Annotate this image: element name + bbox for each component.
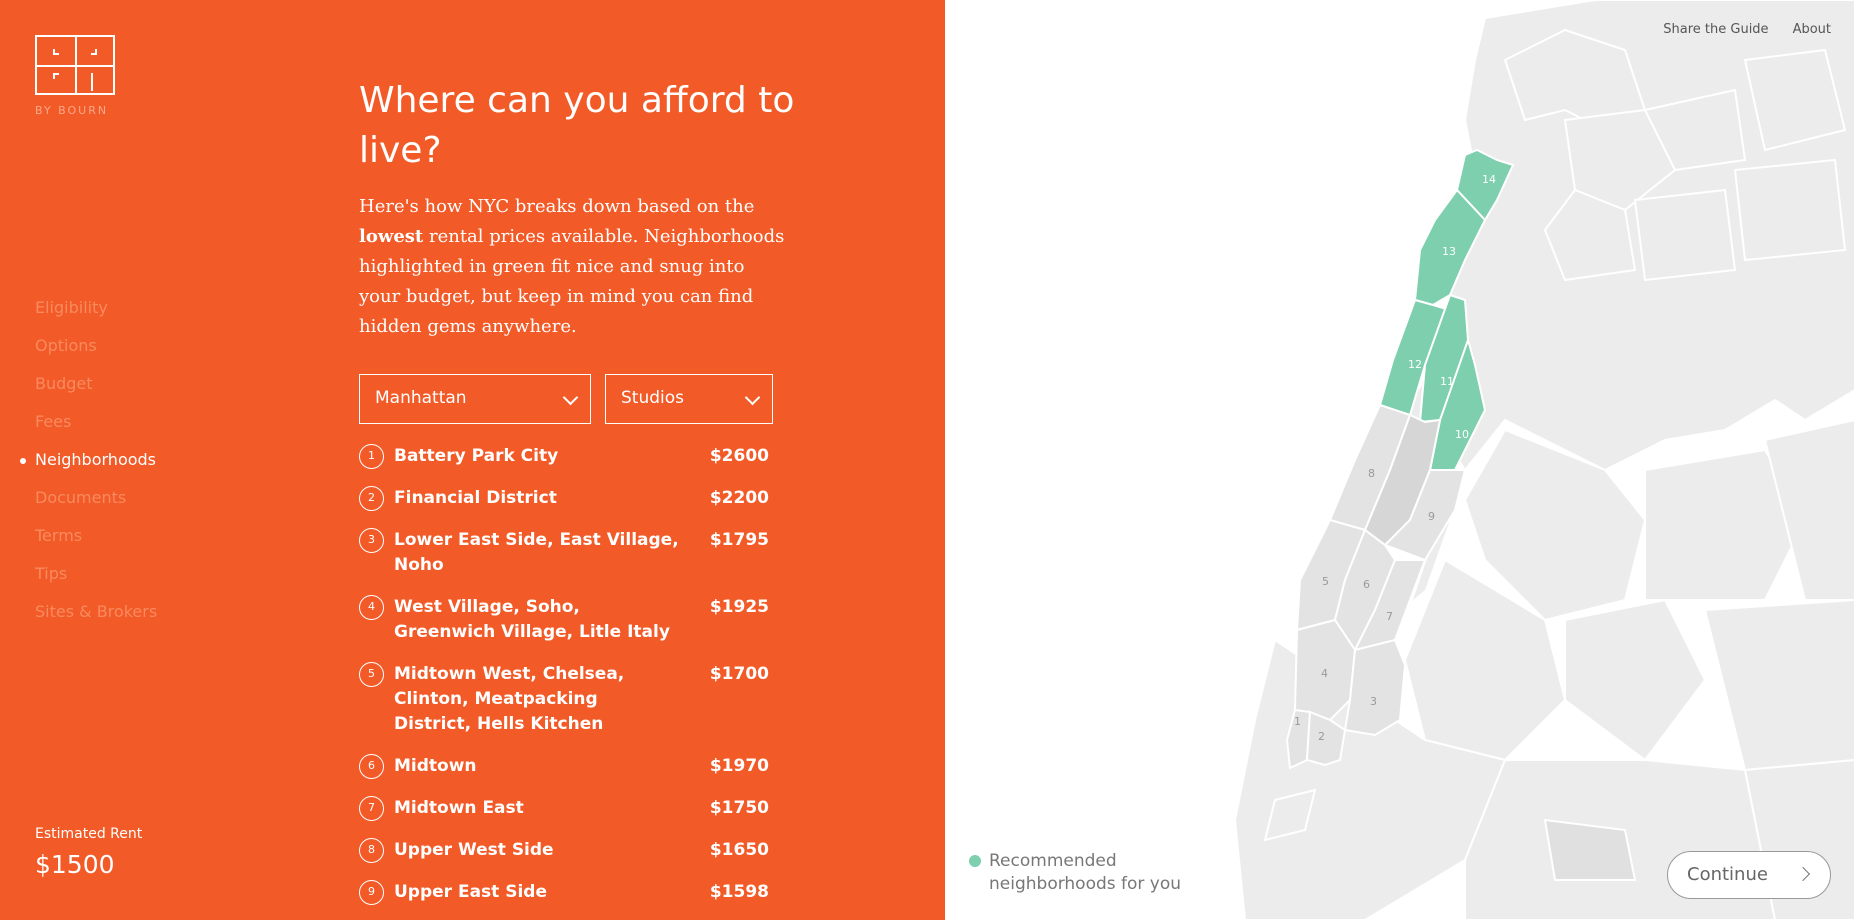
list-item[interactable]: 3 Lower East Side, East Village, Noho $1… [359,528,769,595]
legend-dot-icon [969,855,981,867]
neighborhood-name: Lower East Side, East Village, Noho [394,530,679,575]
list-item[interactable]: 7 Midtown East $1750 [359,796,769,838]
map-label-9: 9 [1428,510,1435,523]
neighborhood-name: West Village, Soho, Greenwich Village, L… [394,597,670,642]
surrounding-land [1233,0,1855,920]
neighborhood-name: Upper East Side [394,882,547,902]
map-label-5: 5 [1322,575,1329,588]
map-region-1 [1285,708,1312,770]
apartment-type-value: Studios [621,388,685,408]
list-item[interactable]: 9 Upper East Side $1598 [359,880,769,920]
map-region-3 [1343,638,1407,737]
chevron-right-icon [1795,866,1811,882]
nav-item-documents[interactable]: Documents [35,488,127,507]
map-label-6: 6 [1363,578,1370,591]
chevron-down-icon [744,389,761,406]
share-guide-link[interactable]: Share the Guide [1663,22,1769,37]
list-item[interactable]: 8 Upper West Side $1650 [359,838,769,880]
continue-label: Continue [1687,864,1768,885]
list-item[interactable]: 1 Battery Park City $2600 [359,444,769,486]
map-label-8: 8 [1368,467,1375,480]
neighborhood-list: 1 Battery Park City $2600 2 Financial Di… [359,444,769,920]
estimated-rent-label: Estimated Rent [35,826,143,842]
brand-name: BY BOURN [35,104,109,117]
legend-label: Recommended neighborhoods for you [989,851,1182,894]
list-item[interactable]: 5 Midtown West, Chelsea, Clinton, Meatpa… [359,662,769,754]
neighborhood-price: $1795 [709,530,769,550]
nav-item-eligibility[interactable]: Eligibility [35,298,108,317]
neighborhood-name: Midtown West, Chelsea, Clinton, Meatpack… [394,664,625,734]
number-badge: 6 [359,754,384,779]
map-label-1: 1 [1294,715,1301,728]
logo-icon[interactable] [35,35,115,95]
nav-item-neighborhoods[interactable]: Neighborhoods [19,448,157,486]
number-badge: 9 [359,880,384,905]
map-label-12: 12 [1408,358,1422,371]
apartment-type-select[interactable]: Studios [605,374,773,424]
map-labels: 1 2 3 4 5 6 7 8 9 10 11 12 13 14 [1294,173,1496,743]
page-title: Where can you afford to live? [359,80,795,171]
map-label-11: 11 [1440,375,1454,388]
nav-item-sites-brokers[interactable]: Sites & Brokers [35,602,158,621]
nav-item-budget[interactable]: Budget [35,374,93,393]
map-legend: Recommended neighborhoods for you [969,850,1199,896]
neighborhood-name: Financial District [394,488,557,508]
map-label-13: 13 [1442,245,1456,258]
neighborhood-price: $1598 [709,882,769,902]
list-item[interactable]: 4 West Village, Soho, Greenwich Village,… [359,595,769,662]
top-links: Share the Guide About [1663,22,1831,37]
neighborhood-name: Upper West Side [394,840,554,860]
neighborhood-name: Midtown [394,756,477,776]
left-panel: BY BOURN Eligibility Options Budget Fees… [0,0,945,920]
neighborhood-name: Battery Park City [394,446,559,466]
filter-selects: Manhattan Studios [359,374,799,424]
number-badge: 2 [359,486,384,511]
list-item[interactable]: 6 Midtown $1970 [359,754,769,796]
estimated-rent-value: $1500 [35,850,115,879]
list-item[interactable]: 2 Financial District $2200 [359,486,769,528]
map-label-14: 14 [1482,173,1496,186]
neighborhood-price: $1970 [709,756,769,776]
map-panel: 1 2 3 4 5 6 7 8 9 10 11 12 13 14 Share t… [945,0,1855,920]
number-badge: 8 [359,838,384,863]
nav-item-tips[interactable]: Tips [35,564,68,583]
step-nav: Eligibility Options Budget Fees Neighbor… [19,296,158,638]
borough-select-value: Manhattan [375,388,467,408]
neighborhood-price: $2600 [709,446,769,466]
nyc-map: 1 2 3 4 5 6 7 8 9 10 11 12 13 14 [1233,0,1855,920]
nav-item-fees[interactable]: Fees [35,412,72,431]
nav-item-terms[interactable]: Terms [35,526,83,545]
number-badge: 3 [359,528,384,553]
number-badge: 7 [359,796,384,821]
map-label-7: 7 [1386,610,1393,623]
intro-text: Here's how NYC breaks down based on the … [359,196,785,337]
map-label-2: 2 [1318,730,1325,743]
neighborhood-name: Midtown East [394,798,524,818]
map-label-10: 10 [1455,428,1469,441]
neighborhood-price: $2200 [709,488,769,508]
number-badge: 5 [359,662,384,687]
chevron-down-icon [562,389,579,406]
main-content: Where can you afford to live? Here's how… [359,76,799,920]
neighborhood-price: $1925 [709,597,769,617]
nav-item-options[interactable]: Options [35,336,97,355]
continue-button[interactable]: Continue [1667,851,1831,899]
borough-select[interactable]: Manhattan [359,374,591,424]
map-label-3: 3 [1370,695,1377,708]
number-badge: 1 [359,444,384,469]
map-label-4: 4 [1321,667,1328,680]
about-link[interactable]: About [1792,22,1831,37]
neighborhood-price: $1700 [709,664,769,684]
neighborhood-price: $1650 [709,840,769,860]
map-region-2 [1305,710,1347,767]
map-region-12 [1378,298,1452,417]
neighborhood-price: $1750 [709,798,769,818]
number-badge: 4 [359,595,384,620]
